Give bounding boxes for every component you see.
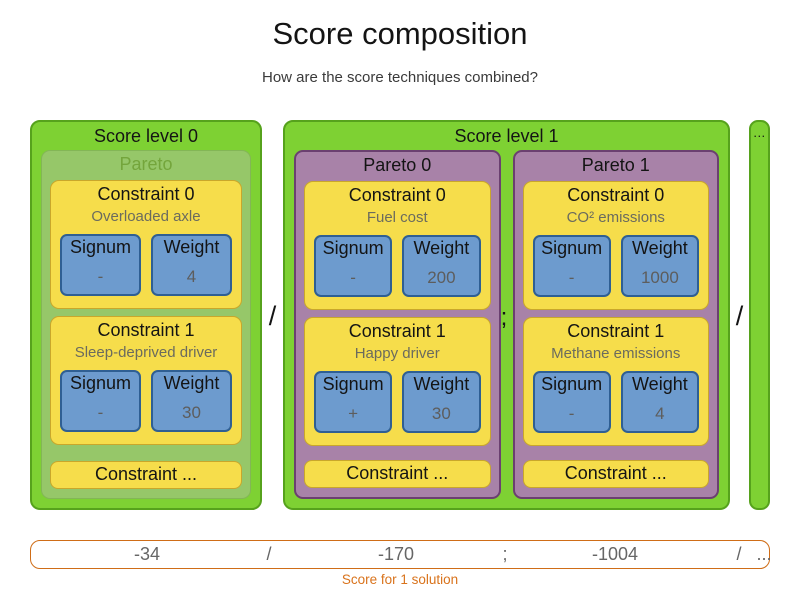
pareto-1-value: -1004 — [591, 544, 639, 564]
weight-label: Weight — [413, 374, 470, 394]
signum-value: - — [97, 267, 104, 286]
constraint-description: CO² emissions — [566, 209, 665, 226]
score-level-1-content: Pareto 0 Constraint 0 Fuel cost Signum -… — [285, 150, 728, 508]
weight-value: 30 — [182, 403, 201, 422]
signum-value: - — [568, 404, 575, 423]
score-level-1-title: Score level 1 — [454, 126, 559, 146]
level-separator-slash: / — [268, 301, 277, 331]
signum-label: Signum — [69, 373, 132, 393]
score-level-0-title: Score level 0 — [93, 126, 199, 146]
signum-weight-row: Signum - Weight 4 — [532, 371, 699, 433]
weight-value: 1000 — [640, 268, 679, 287]
pareto-separator-semicolon: ; — [500, 304, 508, 331]
signum-weight-row: Signum - Weight 30 — [60, 370, 232, 432]
constraint-card: Constraint 1 Sleep-deprived driver Signu… — [50, 316, 242, 445]
page-title: Score composition — [272, 16, 528, 51]
score-separator-slash: / — [736, 544, 742, 564]
score-level-1-box: Score level 1 Pareto 0 Constraint 0 Fuel… — [283, 120, 730, 510]
signum-box: Signum - — [314, 235, 393, 297]
weight-value: 4 — [186, 267, 197, 286]
score-level-0-value: -34 — [133, 544, 161, 564]
pareto-1-box: Pareto 1 Constraint 0 CO² emissions Sign… — [512, 150, 719, 499]
score-level-0-content: Pareto Constraint 0 Overloaded axle Sign… — [32, 150, 260, 508]
weight-label: Weight — [632, 238, 688, 258]
signum-value: - — [350, 268, 356, 287]
weight-box: Weight 30 — [402, 371, 481, 433]
signum-weight-row: Signum - Weight 1000 — [532, 235, 699, 297]
constraint-more-box: Constraint ... — [50, 461, 242, 489]
signum-label: Signum — [541, 238, 603, 258]
weight-box: Weight 30 — [151, 370, 232, 432]
weight-box: Weight 200 — [402, 235, 481, 297]
signum-label: Signum — [322, 238, 384, 258]
weight-label: Weight — [163, 373, 220, 393]
score-separator-slash: / — [266, 544, 272, 564]
constraint-description: Fuel cost — [366, 209, 428, 226]
signum-weight-row: Signum - Weight 200 — [314, 235, 481, 297]
more-score-levels-box: ... — [749, 120, 770, 510]
pareto-0-value: -170 — [377, 544, 415, 564]
signum-value: - — [568, 268, 575, 287]
signum-box: Signum - — [60, 370, 141, 432]
constraint-card: Constraint 1 Methane emissions Signum - … — [522, 317, 709, 446]
level-separator-slash: / — [735, 301, 744, 331]
signum-box: Signum + — [314, 371, 393, 433]
signum-label: Signum — [541, 374, 603, 394]
pareto-box: Pareto Constraint 0 Overloaded axle Sign… — [41, 150, 251, 499]
weight-label: Weight — [413, 238, 470, 258]
signum-label: Signum — [69, 237, 132, 257]
weight-box: Weight 4 — [620, 371, 699, 433]
signum-weight-row: Signum - Weight 4 — [60, 234, 232, 296]
constraint-more-box: Constraint ... — [522, 460, 709, 488]
weight-box: Weight 4 — [151, 234, 232, 296]
score-ellipsis: ... — [756, 544, 772, 564]
weight-value: 4 — [655, 404, 665, 423]
pareto-title: Pareto 0 — [363, 155, 432, 175]
constraint-title: Constraint 1 — [567, 321, 665, 341]
weight-label: Weight — [163, 237, 220, 257]
page-subtitle: How are the score techniques combined? — [262, 69, 538, 86]
signum-box: Signum - — [60, 234, 141, 296]
weight-value: 30 — [431, 404, 451, 423]
constraint-description: Overloaded axle — [91, 208, 201, 225]
signum-label: Signum — [322, 374, 384, 394]
constraint-title: Constraint 0 — [97, 184, 195, 204]
constraint-card: Constraint 0 CO² emissions Signum - Weig… — [522, 181, 709, 310]
constraint-more-box: Constraint ... — [304, 460, 491, 488]
weight-box: Weight 1000 — [620, 235, 699, 297]
constraint-description: Happy driver — [354, 345, 440, 362]
score-level-0-box: Score level 0 Pareto Constraint 0 Overlo… — [30, 120, 262, 510]
constraint-card: Constraint 0 Fuel cost Signum - Weight 2… — [304, 181, 491, 310]
constraint-description: Sleep-deprived driver — [74, 344, 218, 361]
signum-weight-row: Signum + Weight 30 — [314, 371, 481, 433]
constraint-title: Constraint 1 — [97, 320, 195, 340]
score-bar-caption: Score for 1 solution — [341, 572, 459, 587]
constraint-card: Constraint 1 Happy driver Signum + Weigh… — [304, 317, 491, 446]
pareto-title: Pareto — [119, 154, 173, 174]
constraint-card: Constraint 0 Overloaded axle Signum - We… — [50, 180, 242, 309]
signum-value: + — [348, 404, 359, 423]
constraint-description: Methane emissions — [551, 345, 681, 362]
weight-label: Weight — [632, 374, 688, 394]
pareto-0-box: Pareto 0 Constraint 0 Fuel cost Signum -… — [294, 150, 501, 499]
weight-value: 200 — [427, 268, 456, 287]
constraint-title: Constraint 0 — [567, 185, 665, 205]
score-bar: -34 / -170 ; -1004 / ... — [30, 540, 772, 569]
constraint-title: Constraint 1 — [348, 321, 446, 341]
score-separator-semicolon: ; — [502, 544, 508, 564]
signum-value: - — [97, 403, 104, 422]
pareto-title: Pareto 1 — [581, 155, 650, 175]
constraint-title: Constraint 0 — [348, 185, 446, 205]
signum-box: Signum - — [532, 235, 611, 297]
signum-box: Signum - — [532, 371, 611, 433]
